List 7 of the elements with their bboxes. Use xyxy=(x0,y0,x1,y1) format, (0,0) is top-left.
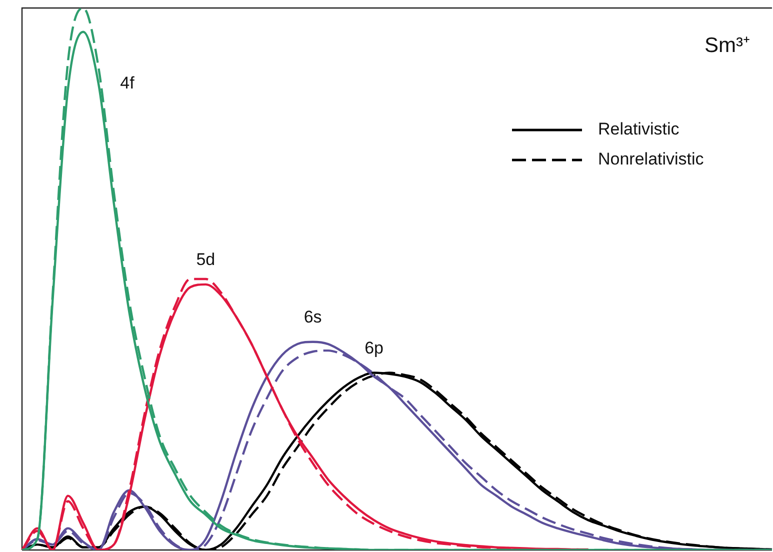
annotation: 6p xyxy=(364,338,384,358)
legend-label: Relativistic xyxy=(598,120,680,139)
annotation: 6s xyxy=(304,308,322,327)
annotation: 4f xyxy=(120,74,135,93)
text: Sm³⁺ xyxy=(704,34,750,57)
legend-label: Nonrelativistic xyxy=(598,150,704,169)
annotation: 5d xyxy=(196,250,216,270)
